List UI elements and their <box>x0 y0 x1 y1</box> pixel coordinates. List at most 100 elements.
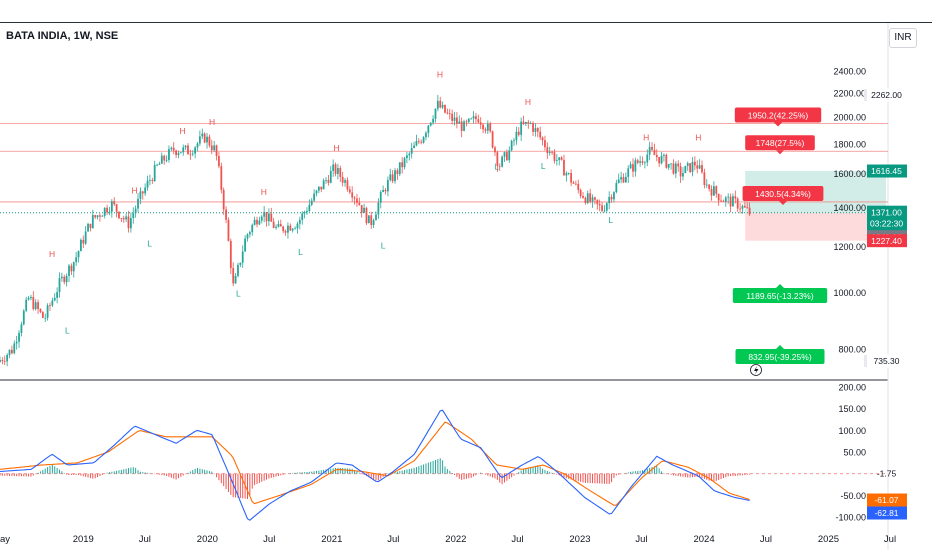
candle-body <box>558 157 561 161</box>
candle-body <box>596 199 599 205</box>
candle-body <box>13 343 16 354</box>
candle-body <box>322 180 325 190</box>
candle-body <box>175 150 177 156</box>
candle-body <box>475 116 477 120</box>
lightning-glyph <box>754 366 759 375</box>
price-axis-tick-label: 1400.00 <box>833 203 866 213</box>
candle-body <box>689 163 692 172</box>
candle-body <box>144 187 147 194</box>
candle-body <box>201 133 204 137</box>
candle-body <box>310 200 313 205</box>
candle-body <box>693 161 696 166</box>
candle-body <box>601 205 603 211</box>
candle-body <box>522 121 525 124</box>
candle-body <box>332 164 335 171</box>
candle-body <box>639 161 642 163</box>
candle-body <box>582 196 584 198</box>
candle-body <box>1 360 4 362</box>
candle-body <box>253 219 256 225</box>
candle-body <box>325 179 327 181</box>
swing-low-marker: L <box>494 162 499 172</box>
candle-body <box>686 163 689 166</box>
histogram-value-label: -1.75 <box>877 469 897 479</box>
low-value-label: 735.30 <box>867 354 907 368</box>
candle-body <box>544 140 546 148</box>
candle-body <box>146 180 149 188</box>
candle-body <box>444 104 446 113</box>
candle-body <box>551 151 553 153</box>
candle-body <box>743 205 746 208</box>
candle-body <box>425 132 427 138</box>
candle-body <box>39 309 42 312</box>
candle-body <box>246 234 249 239</box>
candle-body <box>27 298 30 300</box>
candle-body <box>115 204 118 212</box>
currency-button[interactable]: INR <box>889 28 917 48</box>
candle-body <box>32 296 35 310</box>
candle-body <box>458 121 461 124</box>
candle-body <box>177 153 180 156</box>
candle-body <box>194 147 197 154</box>
candle-body <box>501 156 504 167</box>
candle-body <box>460 121 463 131</box>
candle-body <box>717 193 720 201</box>
candle-body <box>160 155 163 164</box>
candle-body <box>284 231 287 233</box>
candle-body <box>617 179 620 184</box>
target-level-label[interactable]: 1950.2(42.25%) <box>734 107 822 127</box>
swing-high-marker: H <box>132 185 138 195</box>
candle-body <box>696 165 699 169</box>
candle-body <box>10 349 13 354</box>
candle-body <box>363 207 365 213</box>
target-level-label[interactable]: 1430.5(4.34%) <box>742 185 824 205</box>
candle-body <box>548 151 551 153</box>
candle-body <box>479 122 482 125</box>
macd-pane[interactable] <box>0 409 888 521</box>
swing-low-marker: L <box>608 215 613 225</box>
low-value-label-text: 735.30 <box>874 356 900 366</box>
candle-body <box>215 145 218 156</box>
swing-low-marker: L <box>381 241 386 251</box>
candle-body <box>422 137 425 143</box>
candle-body <box>448 113 451 115</box>
candle-body <box>227 219 230 241</box>
candle-body <box>275 226 277 228</box>
candle-body <box>372 220 375 225</box>
candle-body <box>636 160 639 163</box>
candle-body <box>648 146 651 155</box>
swing-high-marker: H <box>179 126 185 136</box>
target-level-label[interactable]: 1748(27.5%) <box>745 135 815 155</box>
candle-body <box>672 163 675 174</box>
candle-body <box>129 218 132 229</box>
candle-body <box>346 180 349 190</box>
candle-body <box>534 128 537 132</box>
candle-body <box>720 200 722 202</box>
candle-body <box>679 166 682 177</box>
downside-target-label[interactable]: 832.95(-39.25%) <box>735 345 825 364</box>
candle-body <box>265 212 268 222</box>
candle-body <box>677 163 680 167</box>
candle-body <box>251 224 254 233</box>
candle-body <box>560 157 563 160</box>
candle-body <box>149 180 151 182</box>
candle-body <box>239 262 242 265</box>
candle-body <box>455 117 458 124</box>
price-pane[interactable]: H L H L H H L H L H L H L H L L H H 1950.2(42.25%) 1748(27.… <box>0 69 888 376</box>
candle-body <box>308 204 311 212</box>
candle-body <box>320 186 323 190</box>
downside-target-label[interactable]: 1189.65(-13.23%) <box>732 284 828 303</box>
candle-body <box>15 341 18 344</box>
candle-body <box>139 191 142 199</box>
swing-high-marker: H <box>209 117 215 127</box>
high-value-label-text: 2262.00 <box>871 90 902 100</box>
candle-body <box>615 183 618 193</box>
target-level-label-text: 1430.5(4.34%) <box>755 189 811 199</box>
candle-body <box>622 177 625 183</box>
candle-body <box>168 149 170 161</box>
candle-body <box>218 155 220 167</box>
candle-body <box>367 215 370 224</box>
candle-body <box>463 121 465 131</box>
price-axis-tick-label: 800.00 <box>838 345 866 355</box>
